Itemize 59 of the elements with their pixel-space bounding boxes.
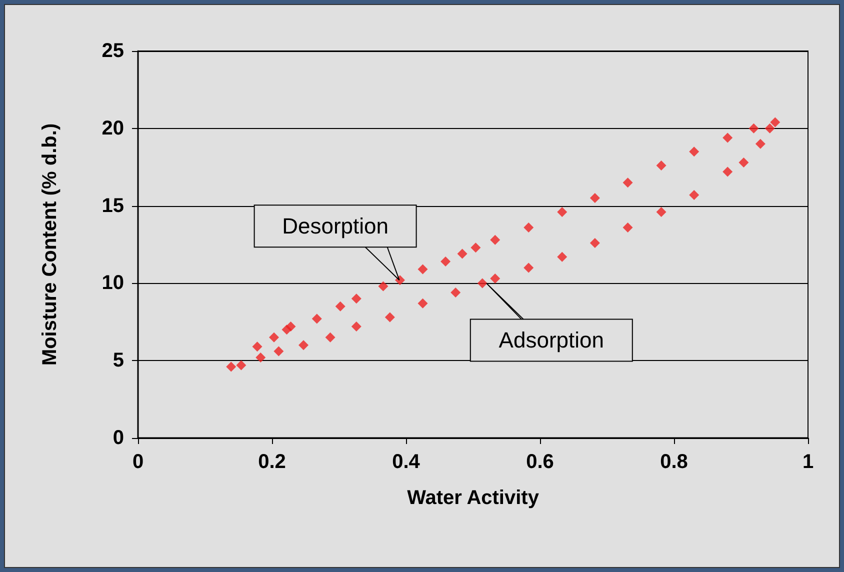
point [722,132,733,143]
point [755,138,766,149]
x-tick-label: 0.4 [392,451,421,473]
point [384,312,395,322]
point [477,278,488,288]
x-tick-label: 1 [802,451,814,473]
point [722,166,733,177]
point [274,346,284,356]
point [418,264,428,274]
x-tick-label: 0.6 [526,451,554,473]
point [524,222,534,232]
point [748,123,759,134]
y-tick-label: 15 [102,194,124,217]
y-tick-label: 20 [102,117,124,140]
y-axis-title: Moisture Content (% d.b.) [39,123,61,366]
x-axis-title: Water Activity [407,487,540,509]
point [770,117,780,128]
y-tick-label: 0 [112,427,124,449]
point [457,248,468,259]
point [490,274,500,284]
point [656,160,666,171]
point [440,256,451,267]
point [325,332,336,342]
point [312,314,322,324]
y-tick-label: 10 [102,272,124,294]
point [236,360,246,370]
point [226,362,236,372]
point [450,287,461,298]
annotation: Desorption [282,214,388,239]
point [738,157,749,168]
point [335,301,346,312]
y-tick-label: 25 [102,40,124,62]
point [656,206,666,217]
point [351,322,362,332]
point [351,294,362,304]
x-tick-label: 0 [132,451,144,473]
point [622,178,633,188]
point [689,146,700,157]
point [557,206,568,217]
point [524,262,534,273]
point [470,242,481,253]
point [286,322,296,332]
point [252,342,262,352]
point [622,222,633,232]
annotation: Adsorption [498,328,604,353]
point [490,234,500,245]
point [256,352,266,363]
point [418,298,428,308]
y-tick-label: 5 [112,350,124,372]
point [689,190,700,200]
point [378,281,388,292]
point [557,252,568,262]
point [764,123,775,134]
x-tick-label: 0.8 [660,451,688,473]
x-tick-label: 0.2 [258,451,286,473]
point [269,332,280,342]
point [298,340,308,350]
point [590,193,600,204]
point [590,238,600,248]
